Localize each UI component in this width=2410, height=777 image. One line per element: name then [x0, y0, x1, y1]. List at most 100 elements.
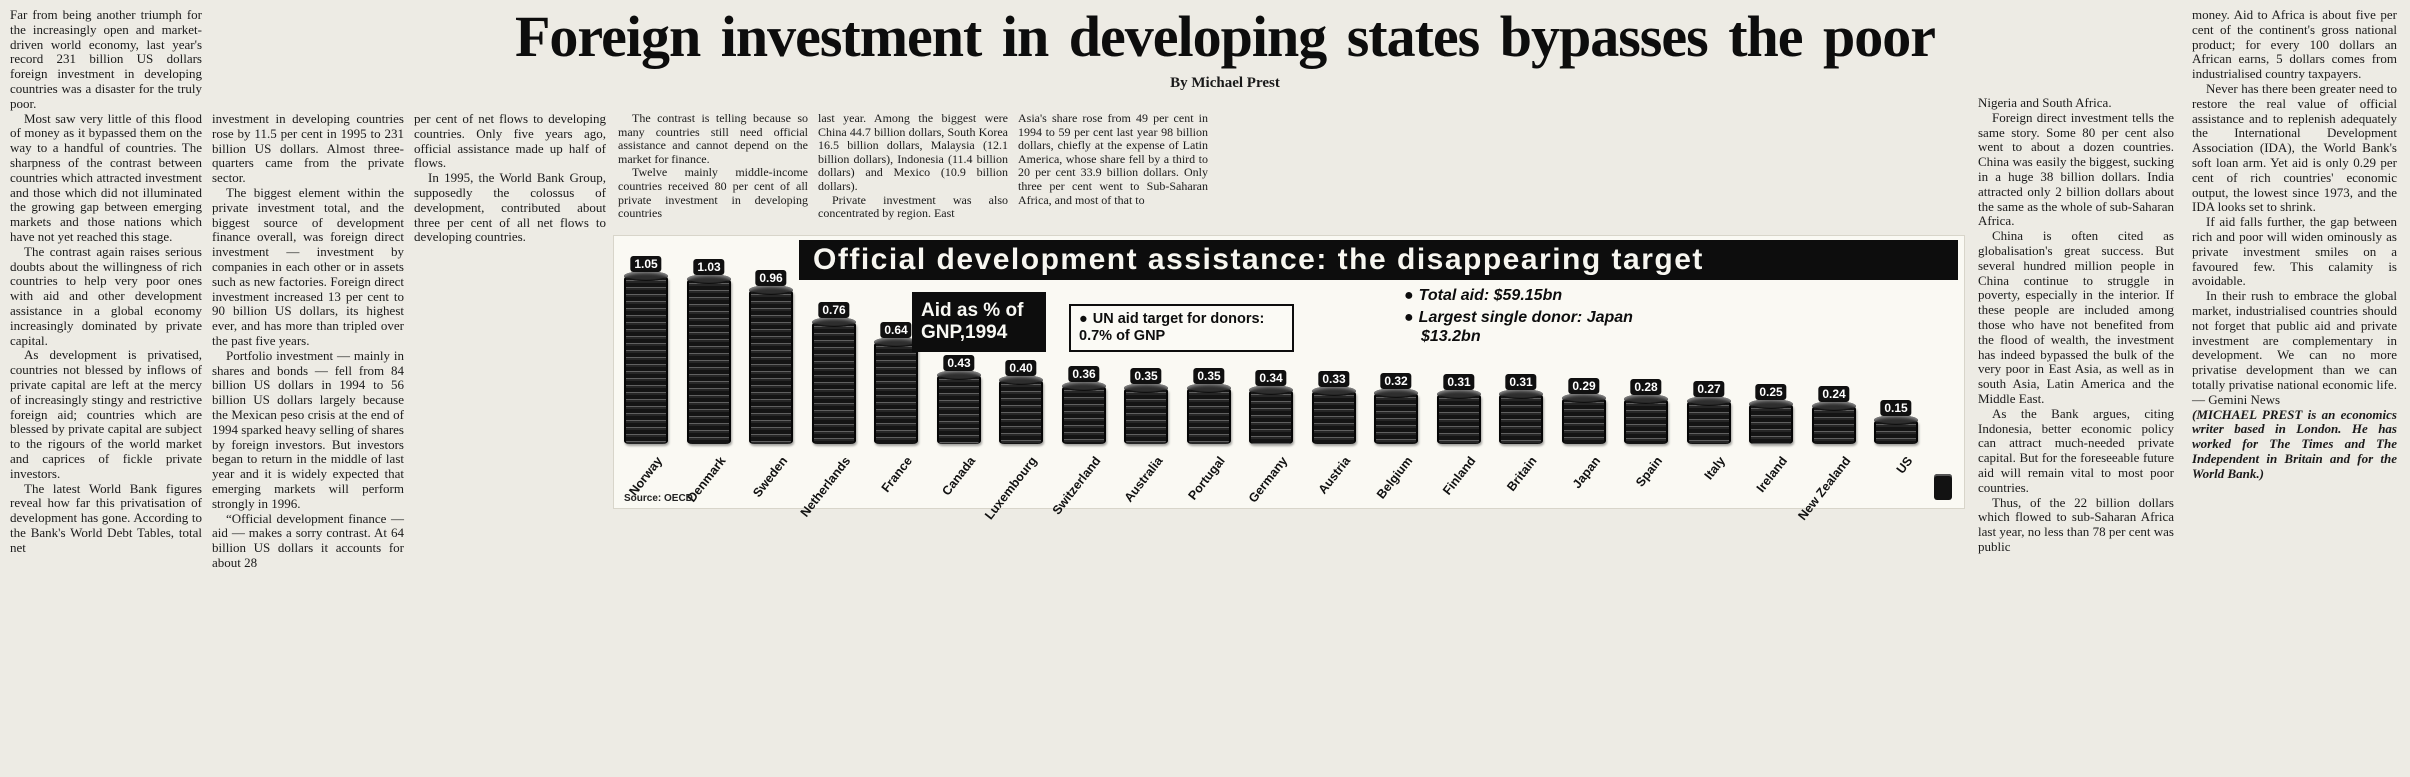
coin-stack-norway: [624, 271, 668, 444]
coin-stack-cap: [749, 285, 793, 295]
coin-stack-france: [874, 337, 918, 444]
article-paragraph: Portfolio investment — mainly in shares …: [212, 347, 404, 511]
chart-source: Source: OECD: [624, 493, 693, 504]
headline-block: Foreign investment in developing states …: [340, 6, 2110, 92]
article-column-2: investment in developing countries rose …: [212, 111, 404, 571]
coin-stack-plot: 1.05 Norway 1.03 Denmark 0.96 Sweden 0.76 Nethe…: [614, 236, 1964, 523]
country-label: Germany: [1245, 454, 1291, 506]
coin-stack-australia: [1124, 383, 1168, 444]
bar-value-label: 0.34: [1255, 370, 1287, 386]
bar-value-label: 0.40: [1005, 360, 1037, 376]
article-paragraph: Asia's share rose from 49 per cent in 19…: [1018, 112, 1208, 207]
coin-stack-cap: [1874, 415, 1918, 425]
article-paragraph: Thus, of the 22 billion dollars which fl…: [1978, 494, 2174, 554]
un-target-box: ● UN aid target for donors: 0.7% of GNP: [1069, 304, 1294, 352]
country-label: Finland: [1439, 454, 1479, 498]
coin-stack-belgium: [1374, 388, 1418, 444]
coin-stack-spain: [1624, 394, 1668, 444]
article-paragraph: As development is privatised, countries …: [10, 347, 202, 481]
article-paragraph: Private investment was also concentrated…: [818, 192, 1008, 221]
country-label: Spain: [1633, 454, 1666, 490]
coin-stack-switzerland: [1062, 381, 1106, 444]
country-label: Sweden: [749, 454, 791, 500]
article-paragraph: The contrast is telling because so many …: [618, 112, 808, 166]
coin-stack-cap: [687, 274, 731, 284]
article-paragraph: The latest World Bank figures reveal how…: [10, 480, 202, 555]
article-paragraph: Twelve mainly middle-income countries re…: [618, 165, 808, 221]
coin-stack-cap: [1187, 383, 1231, 393]
article-column-5: last year. Among the biggest were China …: [818, 112, 1008, 234]
article-column-6: Asia's share rose from 49 per cent in 19…: [1018, 112, 1208, 234]
bar-value-label: 0.28: [1630, 379, 1662, 395]
article-paragraph: Nigeria and South Africa.: [1978, 95, 2112, 110]
article-paragraph: per cent of net flows to developing coun…: [414, 111, 606, 171]
coin-stack-finland: [1437, 389, 1481, 444]
article-column-1: Far from being another triumph for the i…: [10, 7, 202, 555]
bar-value-label: 0.43: [943, 355, 975, 371]
coin-stack-cap: [1624, 394, 1668, 404]
bar-value-label: 0.24: [1818, 386, 1850, 402]
bar-value-label: 0.31: [1443, 374, 1475, 390]
coin-stack-cap: [1687, 396, 1731, 406]
chart-totals: ● Total aid: $59.15bn ● Largest single don…: [1404, 286, 1659, 349]
country-label: Switzerland: [1049, 454, 1104, 518]
article-column-7: Nigeria and South Africa. Foreign direct …: [1978, 95, 2174, 555]
coin-stack-cap: [1499, 389, 1543, 399]
article-paragraph: last year. Among the biggest were China …: [818, 112, 1008, 193]
coin-stack-italy: [1687, 396, 1731, 444]
coin-stack-cap: [1312, 386, 1356, 396]
coin-stack-cap: [1124, 383, 1168, 393]
country-label: Ireland: [1753, 454, 1791, 495]
author-bio: (MICHAEL PREST is an economics writer ba…: [2192, 406, 2397, 481]
article-column-8: money. Aid to Africa is about five per c…: [2192, 7, 2397, 482]
bar-value-label: 0.36: [1068, 366, 1100, 382]
country-label: Luxembourg: [982, 454, 1041, 523]
article-paragraph: Most saw very little of this flood of mo…: [10, 110, 202, 244]
country-label: Norway: [626, 454, 666, 499]
largest-donor-text: Largest single donor: Japan $13.2bn: [1418, 309, 1633, 345]
largest-donor-line: ● Largest single donor: Japan $13.2bn: [1404, 308, 1659, 346]
article-paragraph: In their rush to embrace the global mark…: [2192, 288, 2397, 407]
coin-stack-cap: [1062, 381, 1106, 391]
country-label: Austria: [1315, 454, 1354, 497]
country-label: Portugal: [1185, 454, 1229, 503]
coin-stack-us: [1874, 415, 1918, 444]
byline: By Michael Prest: [1170, 75, 1280, 91]
article-paragraph: Far from being another triumph for the i…: [10, 7, 202, 111]
country-label: Britain: [1504, 454, 1541, 494]
coin-stack-cap: [937, 370, 981, 380]
article-column-8-paragraphs: money. Aid to Africa is about five per c…: [2192, 7, 2397, 408]
country-label: New Zealand: [1794, 454, 1854, 523]
article-paragraph: In 1995, the World Bank Group, supposedl…: [414, 170, 606, 245]
bar-value-label: 0.35: [1193, 368, 1225, 384]
bar-value-label: 0.33: [1318, 371, 1350, 387]
coin-stack-japan: [1562, 393, 1606, 444]
coin-stack-cap: [874, 337, 918, 347]
coin-stack-cap: [1249, 385, 1293, 395]
article-paragraph: The contrast again raises serious doubts…: [10, 243, 202, 348]
coin-stack-luxembourg: [999, 375, 1043, 444]
bar-value-label: 0.27: [1693, 381, 1725, 397]
bullet-icon: ●: [1404, 287, 1414, 304]
chart-title: Official development assistance: the dis…: [799, 240, 1958, 280]
article-paragraph: investment in developing countries rose …: [212, 111, 404, 186]
total-aid-line: ● Total aid: $59.15bn: [1404, 286, 1659, 305]
coin-stack-denmark: [687, 274, 731, 444]
coin-stack-portugal: [1187, 383, 1231, 444]
coin-stack-sweden: [749, 285, 793, 444]
country-label: France: [878, 454, 916, 495]
bar-value-label: 0.35: [1130, 368, 1162, 384]
bullet-icon: ●: [1404, 309, 1414, 326]
coin-stack-cap: [1374, 388, 1418, 398]
bar-value-label: 0.64: [880, 322, 912, 338]
article-paragraph: Never has there been greater need to res…: [2192, 80, 2397, 215]
bar-value-label: 0.31: [1505, 374, 1537, 390]
bar-value-label: 1.03: [693, 259, 725, 275]
article-paragraph: money. Aid to Africa is about five per c…: [2192, 7, 2397, 82]
country-label: Netherlands: [797, 454, 854, 520]
gemini-news-logo: [1934, 474, 1952, 500]
article-column-3: per cent of net flows to developing coun…: [414, 111, 606, 245]
bullet-icon: ●: [1079, 311, 1088, 327]
article-paragraph: Foreign direct investment tells the same…: [1978, 109, 2174, 229]
total-aid-text: Total aid: $59.15bn: [1418, 287, 1563, 304]
